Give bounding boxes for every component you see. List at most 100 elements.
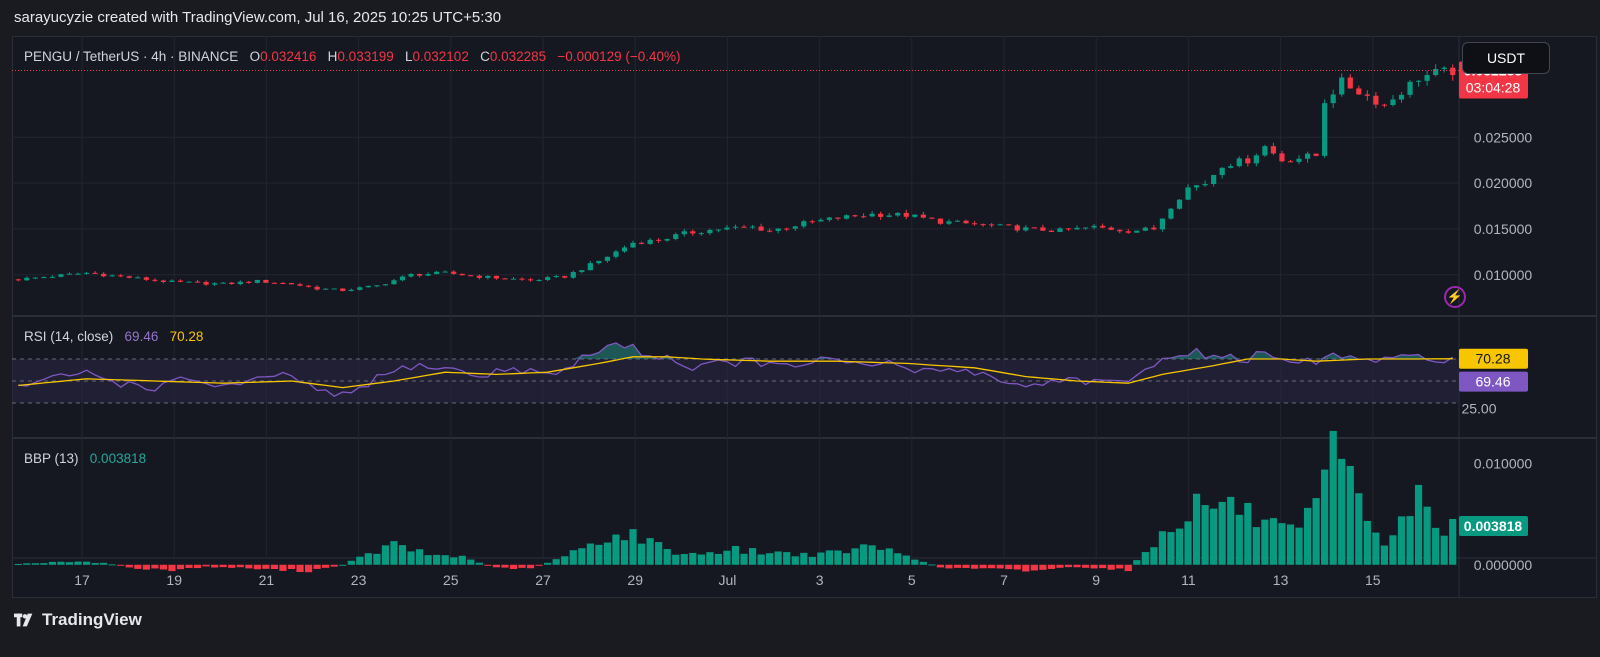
bbp-bar	[1389, 535, 1397, 565]
candle-body	[237, 281, 243, 285]
candle-body	[1082, 227, 1089, 229]
candle-body	[758, 226, 764, 231]
candle-body	[1330, 94, 1336, 104]
candle-body	[186, 281, 192, 283]
bbp-bar	[774, 551, 782, 565]
candle-body	[468, 275, 474, 277]
bbp-badge-label: 0.003818	[1464, 518, 1523, 534]
candle-body	[271, 282, 278, 284]
bbp-bar	[373, 553, 381, 565]
bbp-bar	[398, 545, 407, 565]
bbp-bar	[1355, 493, 1363, 565]
candle-body	[323, 288, 329, 290]
bbp-bar	[40, 563, 48, 565]
candle-body	[767, 230, 773, 232]
rsi-badge-label: 69.46	[1475, 374, 1510, 390]
x-tick-label: 25	[443, 572, 459, 588]
candle-body	[1006, 224, 1012, 226]
rsi-overbought-fill	[18, 342, 1453, 359]
bbp-bar	[1286, 524, 1295, 565]
bbp-bar	[1363, 520, 1371, 565]
candle-body	[92, 272, 98, 274]
bbp-bar	[808, 556, 816, 565]
candle-body	[1236, 158, 1242, 167]
lightning-icon[interactable]: ⚡	[1444, 286, 1466, 308]
bbp-bar	[1073, 564, 1081, 568]
bbp-bar	[1397, 516, 1406, 565]
candle-body	[1364, 94, 1370, 96]
candle-body	[1040, 227, 1046, 231]
bbp-bar	[262, 564, 270, 569]
candle-body	[1031, 227, 1037, 229]
bbp-bar	[441, 555, 449, 565]
bbp-bar	[193, 564, 202, 569]
candle-body	[229, 282, 235, 285]
open-value: 0.032416	[260, 49, 317, 64]
candle-body	[1322, 103, 1328, 156]
candle-body	[476, 275, 482, 278]
candle-body	[297, 284, 303, 286]
bbp-bar	[842, 553, 851, 565]
bbp-bar	[381, 545, 390, 565]
bbp-bar	[518, 564, 526, 568]
x-tick-label: 7	[1000, 572, 1008, 588]
footer-brand[interactable]: TradingView	[14, 610, 142, 630]
candle-body	[41, 277, 47, 279]
countdown-label: 03:04:28	[1466, 79, 1521, 95]
bbp-bar	[270, 564, 279, 569]
bbp-bar	[82, 561, 91, 565]
candle-body	[835, 217, 841, 219]
candle-body	[1398, 94, 1405, 100]
bbp-bar	[356, 556, 364, 565]
bbp-bar	[945, 564, 953, 569]
candle-body	[1228, 166, 1234, 168]
candle-body	[527, 279, 534, 281]
y-tick-label: 0.020000	[1474, 175, 1533, 191]
bbp-bar	[544, 562, 552, 565]
bbp-bar	[117, 564, 125, 566]
candle-body	[809, 221, 815, 223]
candle-body	[340, 288, 346, 292]
bbp-bar	[953, 564, 962, 568]
bbp-bar	[902, 555, 910, 565]
candle-body	[775, 228, 781, 231]
candle-body	[647, 239, 653, 244]
candle-body	[536, 279, 542, 281]
bbp-bar	[646, 538, 654, 565]
candle-body	[707, 229, 713, 234]
candle-body	[843, 215, 850, 219]
bbp-bar	[415, 549, 424, 565]
candle-body	[263, 279, 269, 283]
candle-body	[1168, 208, 1174, 219]
candle-body	[1023, 227, 1029, 231]
currency-button[interactable]: USDT	[1462, 42, 1550, 74]
bbp-bar	[1312, 498, 1320, 565]
bbp-bar	[185, 564, 193, 568]
bbp-bar	[970, 564, 979, 569]
bbp-bar	[1201, 505, 1209, 565]
bbp-bar	[859, 544, 868, 565]
candle-body	[1193, 185, 1200, 188]
bbp-bar	[1295, 527, 1303, 565]
bbp-bar	[1449, 518, 1457, 565]
bbp-value: 0.003818	[89, 451, 147, 466]
bbp-y-tick-label: 0.010000	[1474, 455, 1533, 471]
candle-body	[638, 242, 645, 244]
bbp-bar	[680, 553, 688, 565]
bbp-bar	[407, 551, 415, 565]
candle-body	[32, 277, 38, 279]
bbp-bar	[176, 564, 185, 570]
rsi-ma-value: 70.28	[169, 329, 204, 344]
candle-body	[1159, 218, 1166, 230]
bbp-bar	[1192, 493, 1201, 565]
bbp-bar	[988, 564, 996, 569]
chart-frame[interactable]: 17 19 21 23 25 27 29 Jul 3 5 7 9 11 13 15 0.025000 0.020…	[12, 36, 1597, 598]
bbp-bar	[1440, 535, 1448, 565]
candle-body	[784, 228, 790, 230]
tradingview-logo-icon	[14, 613, 33, 627]
candle-body	[852, 215, 858, 217]
bbp-bar	[74, 561, 82, 565]
bbp-bar	[1099, 564, 1107, 569]
bbp-bar	[1039, 564, 1047, 570]
chart-svg[interactable]: 17 19 21 23 25 27 29 Jul 3 5 7 9 11 13 15 0.025000 0.020…	[12, 36, 1597, 598]
